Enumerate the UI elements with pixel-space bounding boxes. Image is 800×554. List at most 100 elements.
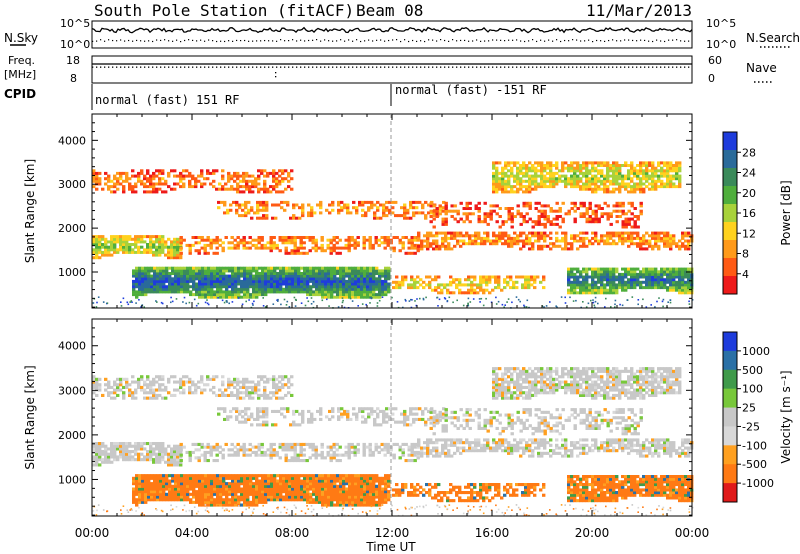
power-cell	[471, 239, 475, 243]
power-cell	[255, 272, 259, 275]
power-cell	[110, 248, 114, 252]
nsearch-dot	[92, 40, 94, 42]
power-cell	[255, 285, 259, 289]
power-cell	[618, 236, 622, 240]
power-cell	[579, 187, 583, 191]
velocity-cell	[153, 479, 157, 483]
power-cell	[687, 291, 691, 295]
power-cell	[355, 211, 359, 215]
power-cell	[498, 236, 502, 240]
velocity-cell	[330, 500, 334, 504]
velocity-cell	[330, 484, 334, 488]
power-cell	[303, 277, 307, 281]
velocity-cell	[141, 482, 145, 486]
power-cell	[132, 279, 136, 283]
power-cell	[375, 272, 379, 275]
power-cell	[654, 280, 658, 284]
velocity-cell	[189, 482, 193, 486]
power-cell	[95, 240, 99, 244]
y-tick-label: 3000	[58, 178, 86, 191]
velocity-cell	[324, 503, 328, 507]
power-cell	[681, 236, 685, 240]
power-cell	[321, 282, 325, 286]
power-cell	[618, 169, 622, 173]
nave-dot	[160, 66, 162, 68]
power-cell	[243, 269, 247, 273]
power-cell	[537, 182, 541, 186]
velocity-cell	[189, 476, 193, 480]
power-cell	[684, 288, 688, 292]
nsearch-dot	[384, 40, 386, 42]
power-cell	[356, 236, 360, 239]
power-cell	[585, 244, 589, 248]
power-cell	[267, 290, 271, 294]
power-cell	[519, 164, 523, 167]
power-cell	[612, 179, 616, 183]
power-cell	[351, 279, 355, 283]
power-cell	[140, 171, 144, 175]
power-cell	[495, 182, 499, 186]
power-cell	[98, 171, 102, 175]
power-cell	[429, 204, 433, 208]
power-cell	[522, 166, 526, 170]
power-cell	[227, 187, 231, 191]
power-cell	[285, 285, 289, 289]
power-cell	[410, 251, 414, 255]
velocity-cell	[303, 498, 307, 502]
velocity-cell	[207, 490, 211, 494]
power-cell	[678, 174, 682, 178]
power-cell	[261, 272, 265, 275]
power-cell	[570, 247, 574, 251]
power-cell	[137, 174, 141, 178]
velocity-cell	[330, 479, 334, 483]
power-cell	[311, 246, 315, 250]
power-cell	[252, 287, 256, 291]
velocity-cell	[144, 495, 148, 499]
power-cell	[621, 286, 625, 290]
colorbar-swatch	[723, 186, 737, 205]
power-cell	[173, 237, 177, 241]
power-cell	[395, 286, 399, 290]
power-cell	[104, 171, 108, 175]
velocity-cell	[156, 498, 160, 502]
power-cell	[501, 185, 505, 189]
nave-dot	[412, 66, 414, 68]
power-cell	[669, 166, 673, 170]
power-cell	[185, 243, 189, 247]
power-cell	[675, 270, 679, 274]
power-cell	[275, 171, 279, 175]
power-cell	[588, 177, 592, 181]
power-cell	[631, 296, 634, 298]
velocity-cell	[258, 479, 262, 483]
power-cell	[615, 179, 619, 183]
power-cell	[164, 240, 168, 244]
power-cell	[387, 290, 391, 294]
power-cell	[413, 283, 417, 287]
velocity-cell	[339, 487, 343, 491]
velocity-cell	[231, 484, 235, 488]
power-cell	[207, 287, 211, 291]
power-cell	[321, 269, 325, 273]
power-cell	[203, 249, 207, 253]
power-cell	[128, 187, 132, 191]
nsearch-dot	[220, 40, 222, 42]
power-cell	[600, 187, 604, 191]
power-cell	[401, 275, 405, 279]
nsearch-dot	[256, 40, 258, 42]
power-cell	[183, 266, 187, 270]
power-cell	[378, 279, 382, 283]
velocity-cell	[183, 498, 187, 502]
power-cell	[435, 247, 439, 251]
power-cell	[242, 241, 246, 245]
power-cell	[244, 206, 248, 210]
power-cell	[128, 182, 132, 186]
nave-dot	[540, 66, 542, 68]
power-cell	[245, 171, 249, 175]
power-cell	[153, 287, 157, 291]
power-cell	[531, 164, 535, 167]
velocity-cell	[192, 474, 196, 478]
power-cell	[144, 272, 148, 275]
power-cell	[645, 171, 649, 175]
nave-dot	[592, 66, 594, 68]
nave-dot	[275, 76, 277, 78]
